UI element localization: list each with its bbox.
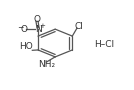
- Text: HO: HO: [19, 42, 32, 51]
- Text: N: N: [35, 25, 41, 34]
- Text: +: +: [40, 23, 46, 29]
- Text: NH₂: NH₂: [38, 60, 55, 69]
- Text: H–Cl: H–Cl: [94, 40, 115, 49]
- Text: Cl: Cl: [75, 22, 83, 31]
- Text: O: O: [21, 25, 27, 34]
- Text: O: O: [34, 15, 40, 24]
- Text: −: −: [17, 24, 24, 33]
